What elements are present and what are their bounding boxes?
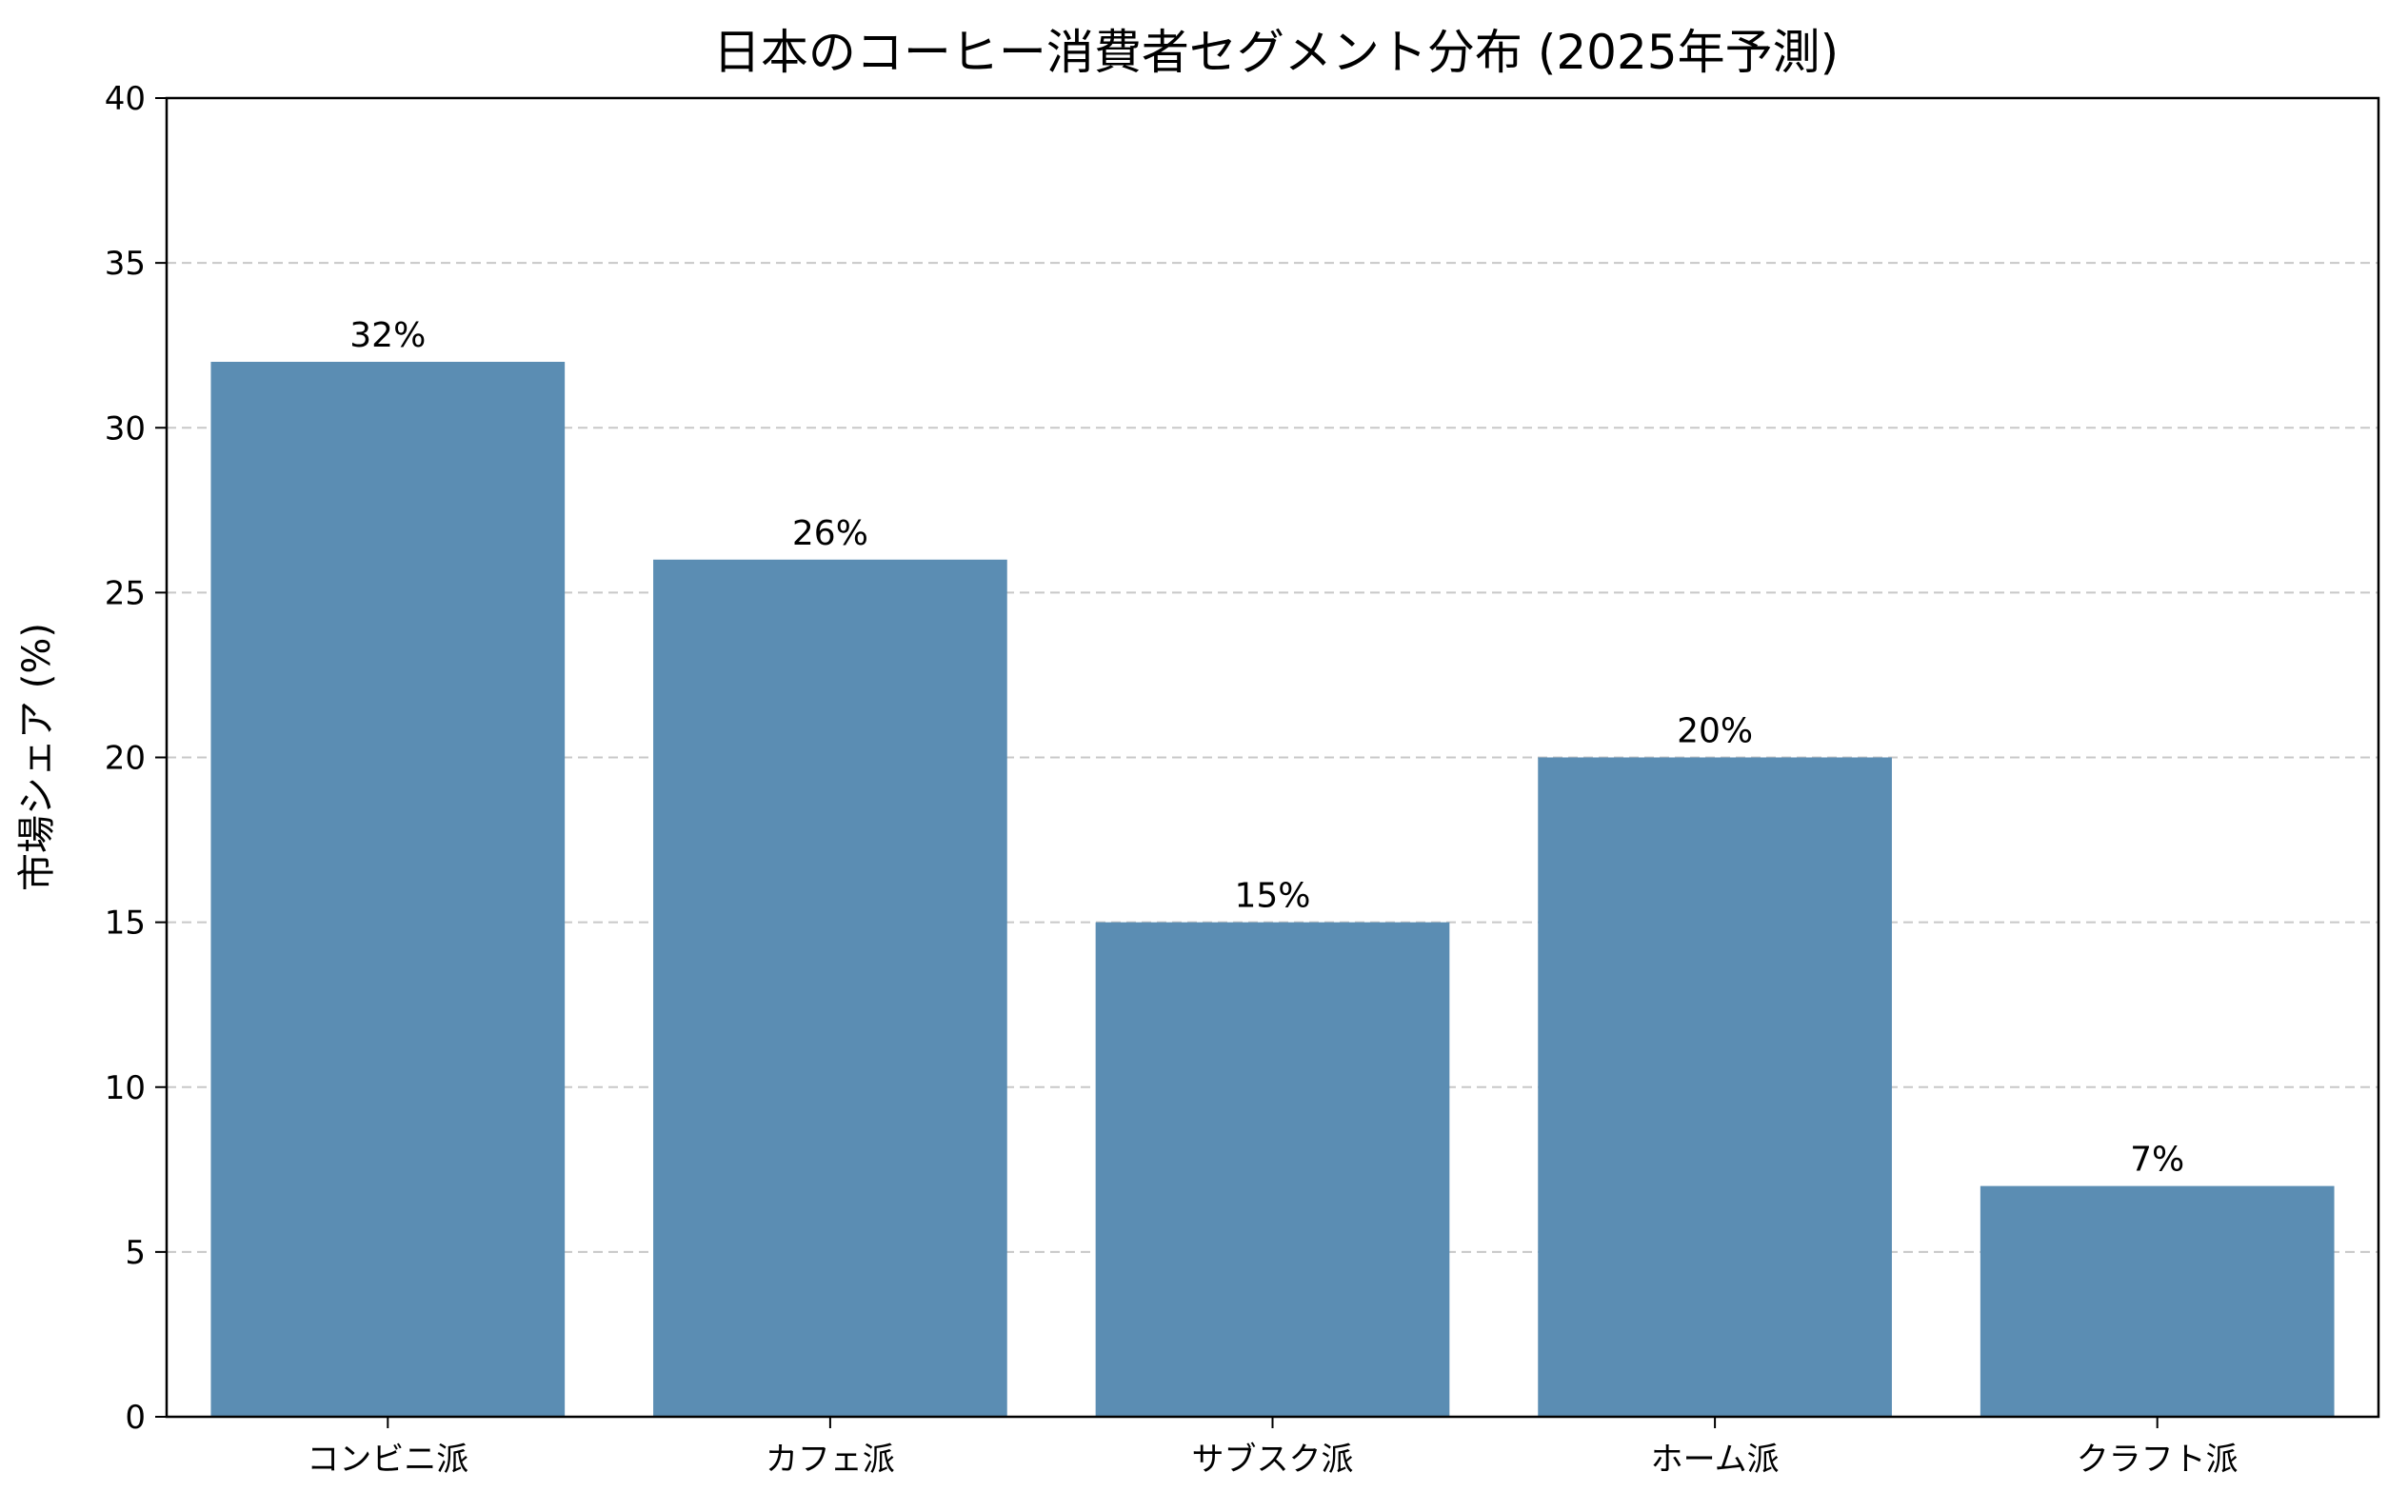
bar bbox=[1980, 1185, 2335, 1417]
data-label: 7% bbox=[2130, 1141, 2184, 1180]
bar bbox=[1095, 922, 1450, 1417]
ticks: コンビニ派 カフェ派 サブスク派 ホーム派 クラフト派 0 5 10 15 20 25 30 35 40 bbox=[105, 80, 2239, 1479]
x-tick-label: クラフト派 bbox=[2077, 1441, 2239, 1479]
y-tick-label: 15 bbox=[105, 905, 146, 943]
bar bbox=[653, 559, 1007, 1417]
x-tick-label: コンビニ派 bbox=[307, 1441, 468, 1479]
y-axis-label: 市場シェア (%) bbox=[15, 623, 59, 891]
y-tick-label: 20 bbox=[105, 740, 146, 778]
y-tick-label: 0 bbox=[125, 1399, 146, 1437]
x-tick-label: カフェ派 bbox=[766, 1441, 895, 1479]
data-label: 26% bbox=[792, 514, 868, 553]
y-tick-label: 25 bbox=[105, 574, 146, 612]
bars bbox=[210, 362, 2335, 1417]
chart-title: 日本のコーヒー消費者セグメント分布 (2025年予測) bbox=[713, 25, 1839, 80]
y-tick-label: 40 bbox=[105, 80, 146, 118]
y-tick-label: 5 bbox=[125, 1234, 146, 1272]
bar bbox=[1538, 757, 1892, 1417]
x-tick-label: ホーム派 bbox=[1651, 1441, 1780, 1479]
y-tick-label: 35 bbox=[105, 245, 146, 283]
bar bbox=[210, 362, 566, 1417]
x-tick-label: サブスク派 bbox=[1192, 1441, 1354, 1479]
data-label: 20% bbox=[1677, 712, 1753, 751]
y-tick-label: 10 bbox=[105, 1069, 146, 1107]
data-label: 32% bbox=[349, 316, 426, 355]
y-tick-label: 30 bbox=[105, 409, 146, 448]
data-label: 15% bbox=[1234, 877, 1310, 916]
data-labels: 32% 26% 15% 20% 7% bbox=[349, 316, 2184, 1180]
